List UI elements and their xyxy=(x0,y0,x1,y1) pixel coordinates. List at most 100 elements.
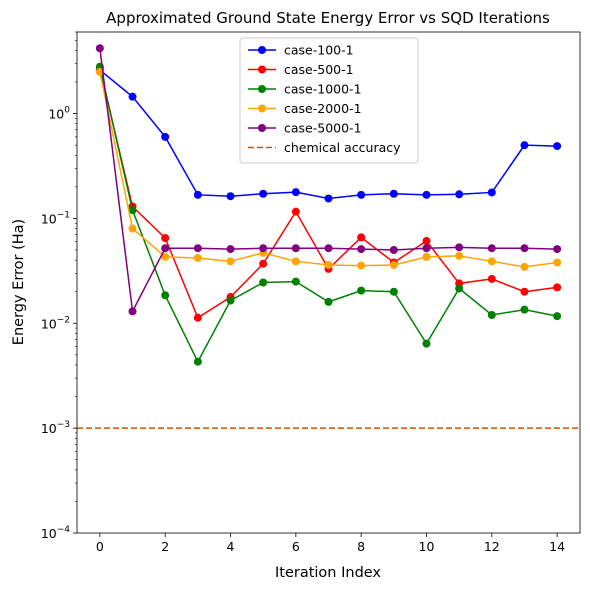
x-tick-label: 8 xyxy=(357,539,365,554)
data-point xyxy=(455,251,464,260)
data-point xyxy=(259,244,268,253)
series-case-100-1 xyxy=(95,66,562,203)
data-point xyxy=(357,245,366,254)
x-tick-label: 6 xyxy=(292,539,300,554)
data-point xyxy=(520,305,529,314)
legend-box xyxy=(239,37,419,164)
data-point xyxy=(193,253,202,262)
data-point xyxy=(226,192,235,201)
data-point xyxy=(324,260,333,269)
data-point xyxy=(520,287,529,296)
data-point xyxy=(324,297,333,306)
data-point xyxy=(95,44,104,53)
y-tick-label: 10−1 xyxy=(41,210,70,226)
data-point xyxy=(128,206,137,215)
legend-label: case-500-1 xyxy=(284,62,354,77)
data-point xyxy=(291,244,300,253)
data-point xyxy=(553,142,562,151)
data-point xyxy=(487,257,496,266)
data-point xyxy=(128,224,137,233)
data-point xyxy=(520,262,529,271)
data-point xyxy=(226,296,235,305)
data-point xyxy=(161,132,170,141)
data-point xyxy=(553,245,562,254)
legend-swatch-marker xyxy=(258,46,266,54)
x-axis-label: Iteration Index xyxy=(275,565,381,581)
x-tick-label: 2 xyxy=(161,539,169,554)
legend-swatch-marker xyxy=(258,85,266,93)
data-point xyxy=(487,310,496,319)
legend-entry: case-2000-1 xyxy=(248,101,362,116)
data-point xyxy=(487,188,496,197)
legend-label: case-100-1 xyxy=(284,43,354,58)
y-tick-label: 10−3 xyxy=(41,420,70,436)
legend-swatch-marker xyxy=(258,104,266,113)
data-point xyxy=(389,246,398,255)
x-tick-label: 4 xyxy=(227,539,235,554)
data-point xyxy=(259,278,268,287)
data-point xyxy=(161,291,170,300)
x-tick-label: 10 xyxy=(419,539,435,554)
data-point xyxy=(193,190,202,199)
y-tick-label: 100 xyxy=(48,106,70,122)
data-point xyxy=(455,243,464,252)
data-point xyxy=(422,190,431,199)
legend-entry: chemical accuracy xyxy=(248,140,401,155)
data-point xyxy=(161,252,170,261)
x-tick-label: 12 xyxy=(484,539,500,554)
legend-entry: case-500-1 xyxy=(248,62,354,77)
legend-label: chemical accuracy xyxy=(284,140,401,155)
data-point xyxy=(357,233,366,242)
data-point xyxy=(226,257,235,266)
data-point xyxy=(324,244,333,253)
data-point xyxy=(520,244,529,253)
series-case-5000-1 xyxy=(95,44,562,316)
data-point xyxy=(357,190,366,199)
data-point xyxy=(455,190,464,199)
x-tick-label: 0 xyxy=(96,539,104,554)
y-tick-label: 10−2 xyxy=(41,315,70,331)
data-point xyxy=(128,307,137,316)
data-point xyxy=(422,236,431,245)
data-point xyxy=(193,357,202,366)
chart-title: Approximated Ground State Energy Error v… xyxy=(106,9,550,27)
data-point xyxy=(128,92,137,101)
data-point xyxy=(291,207,300,216)
data-point xyxy=(291,188,300,197)
y-tick-label: 10−4 xyxy=(41,525,70,541)
data-point xyxy=(259,259,268,268)
y-axis-label: Energy Error (Ha) xyxy=(11,219,27,345)
data-point xyxy=(226,245,235,254)
plot-frame xyxy=(76,31,581,534)
data-point xyxy=(422,252,431,261)
data-point xyxy=(422,244,431,253)
legend-swatch-marker xyxy=(258,124,266,132)
data-point xyxy=(324,194,333,203)
data-point xyxy=(357,261,366,270)
data-point xyxy=(291,277,300,286)
legend-label: case-2000-1 xyxy=(284,101,362,116)
data-point xyxy=(161,244,170,253)
legend-label: case-1000-1 xyxy=(284,82,362,97)
data-point xyxy=(553,283,562,292)
data-point xyxy=(487,274,496,283)
data-point xyxy=(422,339,431,348)
x-tick-label: 14 xyxy=(549,539,565,554)
data-point xyxy=(389,189,398,198)
data-point xyxy=(389,260,398,269)
data-point xyxy=(259,189,268,198)
legend-label: case-5000-1 xyxy=(284,121,362,136)
data-point xyxy=(455,284,464,293)
data-point xyxy=(357,286,366,295)
plot-area: 0 2 4 6 8 10 12 14 10−4 10−3 10−2 10−1 100 case-100-1… xyxy=(41,31,581,554)
legend-entry: case-1000-1 xyxy=(248,82,362,97)
data-point xyxy=(389,287,398,296)
data-point xyxy=(553,312,562,321)
data-point xyxy=(161,234,170,243)
data-point xyxy=(487,244,496,253)
data-point xyxy=(520,141,529,150)
data-point xyxy=(193,313,202,322)
data-point xyxy=(193,244,202,253)
data-point xyxy=(291,257,300,266)
